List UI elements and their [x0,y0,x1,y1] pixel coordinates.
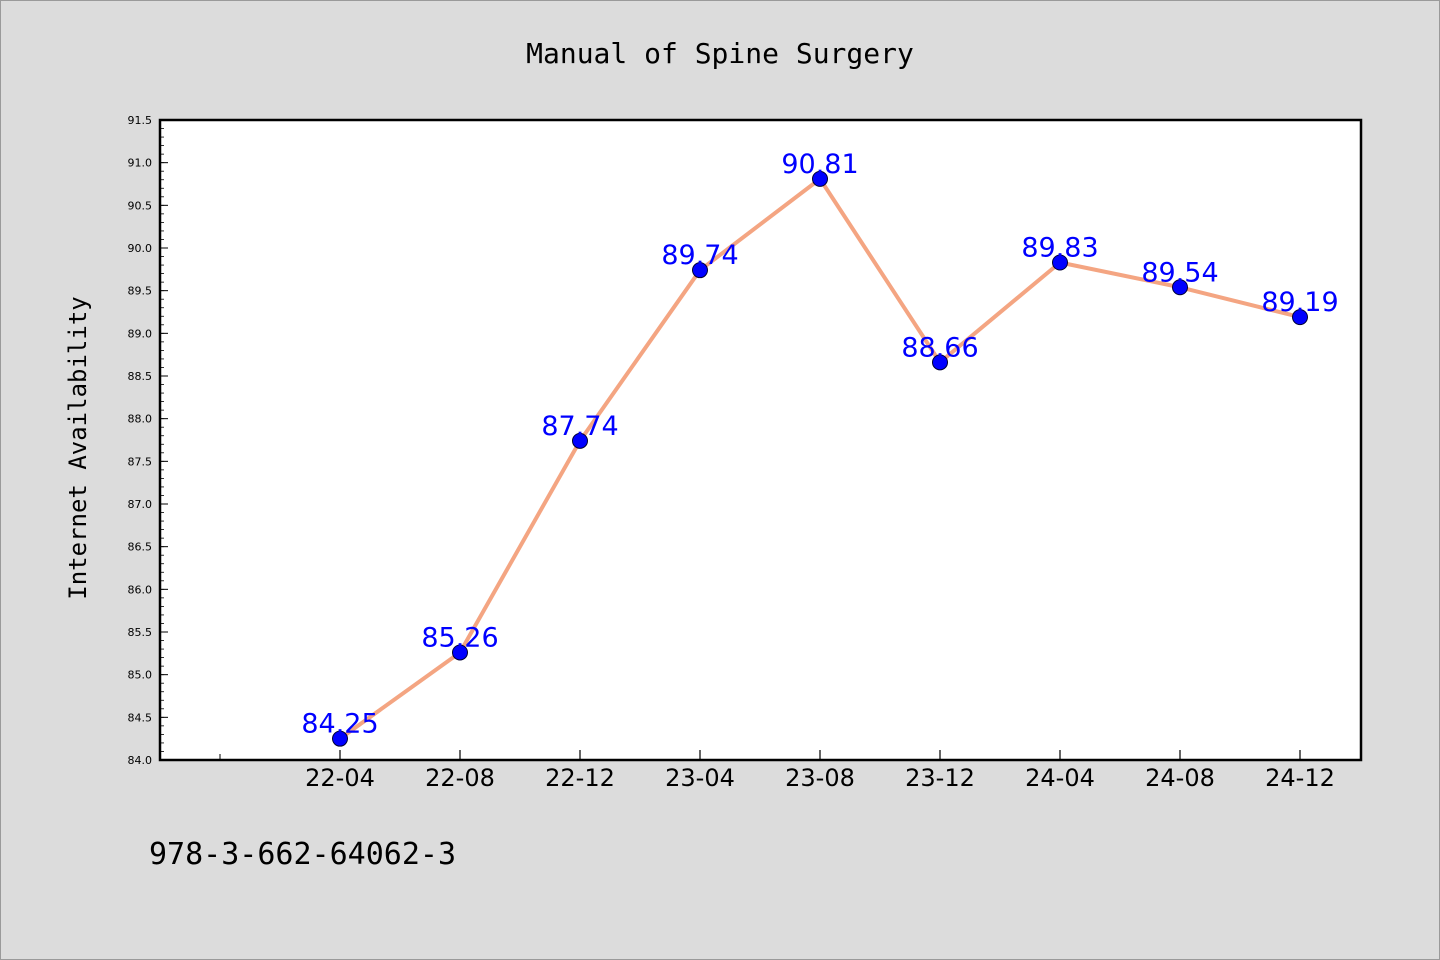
data-point [812,170,828,187]
y-axis-ticks: 84.0 84.5 85.0 85.5 86.0 86.5 87.0 87.5 88.0 88.5… [128,114,168,767]
x-tick-label: 24-12 [1265,764,1335,792]
y-tick-label: 87.5 [128,455,153,468]
data-point [1172,279,1188,296]
y-tick-label: 85.5 [128,626,153,639]
data-label: 88.66 [901,332,978,363]
y-axis-label: Internet Availability [64,296,92,599]
data-label: 87.74 [541,411,618,442]
data-labels: 84.25 85.26 87.74 89.74 90.81 88.66 89.83 89.54… [301,149,1338,740]
data-label: 85.26 [421,622,498,653]
data-label: 89.83 [1021,233,1098,264]
y-tick-label: 90.5 [128,199,153,212]
isbn-footer: 978-3-662-64062-3 [149,837,456,872]
plot-area [160,120,1361,760]
y-tick-label: 87.0 [128,498,153,511]
data-point [1292,309,1308,326]
y-tick-label: 85.0 [128,669,153,682]
y-tick-label: 91.0 [128,157,153,170]
data-label: 90.81 [781,149,858,180]
y-tick-label: 89.0 [128,327,153,340]
x-tick-label: 23-04 [665,764,735,792]
plot-border [158,118,1363,762]
series-markers [332,170,1308,747]
data-point [1052,254,1068,271]
y-tick-label: 86.0 [128,583,153,596]
y-tick-label: 88.5 [128,370,153,383]
x-tick-label: 24-04 [1025,764,1095,792]
data-label: 89.74 [661,240,738,271]
data-label: 89.19 [1261,287,1338,318]
x-tick-label: 23-08 [785,764,855,792]
x-tick-label: 22-08 [425,764,495,792]
data-point [692,262,708,279]
y-tick-label: 84.5 [128,711,153,724]
data-label: 84.25 [301,709,378,740]
y-tick-label: 89.5 [128,285,153,298]
data-point [332,730,348,747]
y-tick-label: 88.0 [128,413,153,426]
x-tick-label: 22-12 [545,764,615,792]
y-tick-label: 84.0 [128,754,153,767]
data-point [452,644,468,661]
x-axis-ticks: 22-04 22-08 22-12 23-04 23-08 23-12 24-04 24-08… [219,750,1335,792]
chart-title: Manual of Spine Surgery [526,37,914,70]
x-tick-label: 22-04 [305,764,375,792]
y-tick-label: 86.5 [128,541,153,554]
x-tick-label: 23-12 [905,764,975,792]
data-label: 89.54 [1141,257,1218,288]
x-tick-label: 24-08 [1145,764,1215,792]
y-tick-label: 90.0 [128,242,153,255]
data-point [572,432,588,449]
y-tick-label: 91.5 [128,114,153,127]
data-point [932,354,948,371]
